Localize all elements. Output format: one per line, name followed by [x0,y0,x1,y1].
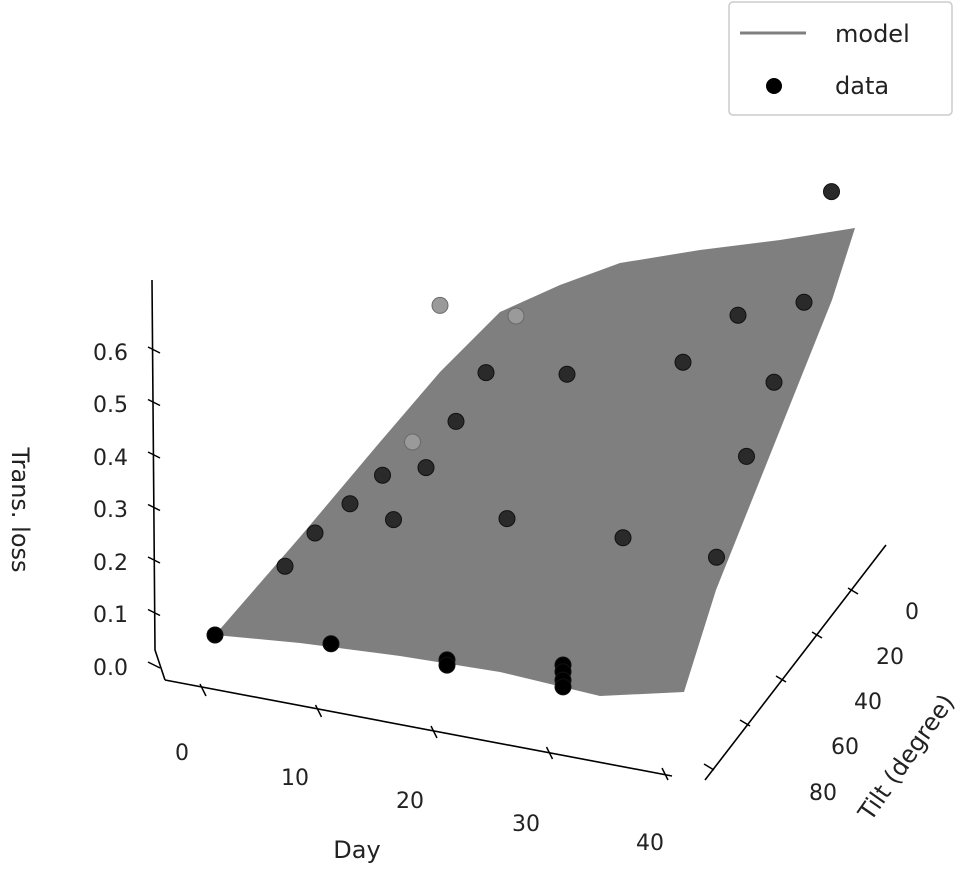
legend-model-label: model [835,20,910,48]
data-point [276,557,294,575]
day-axis-line [164,679,673,777]
tilt-tick-label: 20 [876,645,904,670]
legend-data-label: data [835,72,889,100]
z-tick-mark [147,346,161,354]
data-point [554,678,572,696]
day-tick-label: 10 [281,766,309,791]
day-tick-mark [545,746,554,760]
tilt-tick-mark [739,719,751,727]
z-tick-mark [147,451,161,459]
tilt-tick-label: 0 [905,600,919,625]
day-tick-mark [199,683,207,697]
data-point [477,364,495,382]
data-point [322,635,340,653]
day-tick-label: 40 [636,831,664,856]
data-point [417,459,435,477]
data-point [438,656,456,674]
data-point [738,447,755,465]
data-point [614,529,632,547]
z-tick-mark [147,398,161,407]
z-tick-label: 0.0 [93,656,128,681]
day-axis-label: Day [333,836,380,864]
legend-box [728,1,953,116]
tilt-tick-mark [775,675,787,683]
data-point [498,510,516,528]
z-tick-mark [147,661,161,669]
tilt-tick-mark [811,631,823,639]
data-point [374,466,391,484]
tilt-tick-mark [703,763,715,771]
model-surface [215,228,855,696]
z-tick-mark [147,556,161,564]
z-axis-line [151,279,166,681]
data-point [206,626,224,644]
data-point [507,307,525,325]
day-tick-mark [314,704,323,718]
data-point [431,296,449,314]
z-tick-label: 0.4 [93,446,128,471]
data-point [674,353,692,371]
z-tick-mark [147,608,161,617]
data-point [447,412,465,430]
legend-data-marker [766,78,782,94]
tilt-tick-label: 60 [831,735,859,760]
data-point [404,433,421,451]
z-tick-label: 0.3 [93,498,128,523]
data-point [708,548,725,566]
data-point [385,511,402,529]
tilt-tick-label: 40 [854,690,882,715]
data-point [558,365,576,383]
z-tick-label: 0.2 [93,551,128,576]
day-tick-mark [661,767,669,781]
day-tick-label: 30 [512,812,540,837]
day-tick-label: 20 [396,789,424,814]
day-tick-mark [430,725,438,739]
data-point [765,373,783,391]
z-tick-mark [147,503,161,512]
data-point [729,306,747,324]
data-point [823,183,840,201]
tilt-axis-line [704,544,887,781]
legend: model data [728,1,953,116]
z-tick-label: 0.6 [93,341,128,366]
z-tick-label: 0.5 [93,393,128,418]
tilt-tick-label: 80 [809,781,837,806]
z-axis-label: Trans. loss [6,446,34,572]
data-point [795,293,813,311]
z-tick-label: 0.1 [93,603,128,628]
data-point [341,495,359,513]
day-tick-label: 0 [175,741,189,766]
tilt-tick-mark [847,587,859,595]
data-point [306,524,324,542]
